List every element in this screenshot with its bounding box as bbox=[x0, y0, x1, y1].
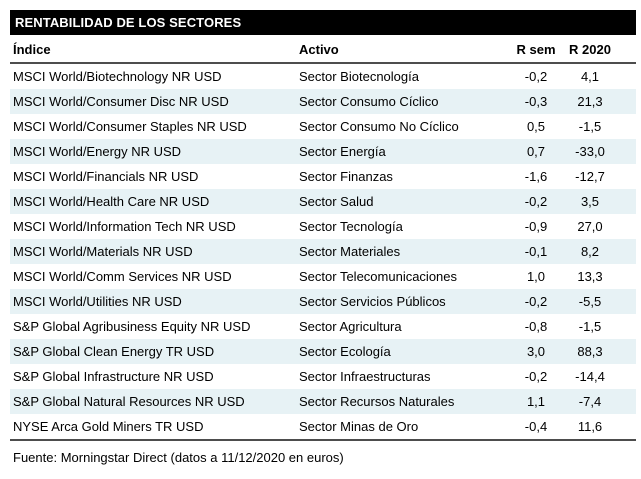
index-cell: MSCI World/Comm Services NR USD bbox=[13, 269, 232, 284]
r-sem-cell: 1,0 bbox=[526, 269, 546, 284]
sector-returns-panel: RENTABILIDAD DE LOS SECTORES Índice Acti… bbox=[10, 10, 636, 465]
r-sem-cell: -0,9 bbox=[524, 219, 548, 234]
column-header-r-2020: R 2020 bbox=[564, 35, 636, 64]
index-cell: MSCI World/Biotechnology NR USD bbox=[13, 69, 222, 84]
activo-cell: Sector Biotecnología bbox=[299, 69, 419, 84]
r-2020-cell: -14,4 bbox=[575, 369, 605, 384]
activo-cell: Sector Minas de Oro bbox=[299, 419, 419, 434]
table-row: MSCI World/Comm Services NR USD Sector T… bbox=[10, 264, 636, 289]
r-sem-cell: -0,8 bbox=[524, 319, 548, 334]
index-cell: MSCI World/Consumer Disc NR USD bbox=[13, 94, 229, 109]
index-cell: MSCI World/Energy NR USD bbox=[13, 144, 182, 159]
table-row: NYSE Arca Gold Miners TR USD Sector Mina… bbox=[10, 414, 636, 440]
activo-cell: Sector Tecnología bbox=[299, 219, 403, 234]
r-2020-cell: -7,4 bbox=[578, 394, 602, 409]
index-cell: MSCI World/Health Care NR USD bbox=[13, 194, 210, 209]
r-sem-cell: -0,2 bbox=[524, 69, 548, 84]
table-row: MSCI World/Utilities NR USD Sector Servi… bbox=[10, 289, 636, 314]
r-sem-cell: 1,1 bbox=[526, 394, 546, 409]
r-sem-cell: 0,5 bbox=[526, 119, 546, 134]
activo-cell: Sector Recursos Naturales bbox=[299, 394, 455, 409]
table-row: MSCI World/Consumer Disc NR USD Sector C… bbox=[10, 89, 636, 114]
r-2020-cell: 21,3 bbox=[577, 94, 603, 109]
r-sem-cell: -0,3 bbox=[524, 94, 548, 109]
r-sem-cell: -1,6 bbox=[524, 169, 548, 184]
activo-cell: Sector Servicios Públicos bbox=[299, 294, 446, 309]
index-cell: S&P Global Infrastructure NR USD bbox=[13, 369, 214, 384]
r-2020-cell: -12,7 bbox=[575, 169, 605, 184]
index-cell: MSCI World/Financials NR USD bbox=[13, 169, 199, 184]
index-cell: MSCI World/Utilities NR USD bbox=[13, 294, 182, 309]
table-row: MSCI World/Energy NR USD Sector Energía … bbox=[10, 139, 636, 164]
table-header: Índice Activo R sem R 2020 bbox=[10, 35, 636, 64]
header-row: Índice Activo R sem R 2020 bbox=[10, 35, 636, 64]
activo-cell: Sector Finanzas bbox=[299, 169, 393, 184]
index-cell: MSCI World/Materials NR USD bbox=[13, 244, 193, 259]
r-2020-cell: 11,6 bbox=[577, 419, 603, 434]
table-row: MSCI World/Information Tech NR USD Secto… bbox=[10, 214, 636, 239]
table-row: MSCI World/Health Care NR USD Sector Sal… bbox=[10, 189, 636, 214]
activo-cell: Sector Materiales bbox=[299, 244, 401, 259]
activo-cell: Sector Energía bbox=[299, 144, 386, 159]
r-2020-cell: 13,3 bbox=[577, 269, 603, 284]
index-cell: MSCI World/Consumer Staples NR USD bbox=[13, 119, 247, 134]
activo-cell: Sector Consumo Cíclico bbox=[299, 94, 439, 109]
column-header-r-sem: R sem bbox=[508, 35, 564, 64]
r-2020-cell: -1,5 bbox=[578, 319, 602, 334]
index-cell: NYSE Arca Gold Miners TR USD bbox=[13, 419, 204, 434]
r-2020-cell: -5,5 bbox=[578, 294, 602, 309]
r-2020-cell: -33,0 bbox=[575, 144, 605, 159]
r-sem-cell: -0,2 bbox=[524, 194, 548, 209]
r-2020-cell: 3,5 bbox=[580, 194, 600, 209]
r-sem-cell: 3,0 bbox=[526, 344, 546, 359]
r-2020-cell: 4,1 bbox=[580, 69, 600, 84]
r-2020-cell: 8,2 bbox=[580, 244, 600, 259]
activo-cell: Sector Salud bbox=[299, 194, 374, 209]
table-row: MSCI World/Financials NR USD Sector Fina… bbox=[10, 164, 636, 189]
table-row: S&P Global Agribusiness Equity NR USD Se… bbox=[10, 314, 636, 339]
index-cell: S&P Global Agribusiness Equity NR USD bbox=[13, 319, 251, 334]
index-cell: S&P Global Natural Resources NR USD bbox=[13, 394, 245, 409]
r-sem-cell: -0,4 bbox=[524, 419, 548, 434]
column-header-indice: Índice bbox=[10, 35, 298, 64]
table-row: S&P Global Clean Energy TR USD Sector Ec… bbox=[10, 339, 636, 364]
panel-title: RENTABILIDAD DE LOS SECTORES bbox=[10, 10, 636, 35]
activo-cell: Sector Consumo No Cíclico bbox=[299, 119, 459, 134]
table-row: S&P Global Natural Resources NR USD Sect… bbox=[10, 389, 636, 414]
table-body: MSCI World/Biotechnology NR USD Sector B… bbox=[10, 63, 636, 440]
activo-cell: Sector Ecología bbox=[299, 344, 391, 359]
sector-returns-table: Índice Activo R sem R 2020 MSCI World/Bi… bbox=[10, 35, 636, 441]
table-row: MSCI World/Biotechnology NR USD Sector B… bbox=[10, 63, 636, 89]
r-sem-cell: 0,7 bbox=[526, 144, 546, 159]
r-2020-cell: -1,5 bbox=[578, 119, 602, 134]
source-note: Fuente: Morningstar Direct (datos a 11/1… bbox=[13, 450, 344, 465]
index-cell: S&P Global Clean Energy TR USD bbox=[13, 344, 215, 359]
r-sem-cell: -0,1 bbox=[524, 244, 548, 259]
activo-cell: Sector Agricultura bbox=[299, 319, 402, 334]
r-2020-cell: 27,0 bbox=[577, 219, 603, 234]
r-sem-cell: -0,2 bbox=[524, 369, 548, 384]
table-row: MSCI World/Consumer Staples NR USD Secto… bbox=[10, 114, 636, 139]
activo-cell: Sector Infraestructuras bbox=[299, 369, 431, 384]
r-sem-cell: -0,2 bbox=[524, 294, 548, 309]
r-2020-cell: 88,3 bbox=[577, 344, 603, 359]
activo-cell: Sector Telecomunicaciones bbox=[299, 269, 458, 284]
index-cell: MSCI World/Information Tech NR USD bbox=[13, 219, 236, 234]
table-row: S&P Global Infrastructure NR USD Sector … bbox=[10, 364, 636, 389]
column-header-activo: Activo bbox=[298, 35, 508, 64]
table-row: MSCI World/Materials NR USD Sector Mater… bbox=[10, 239, 636, 264]
